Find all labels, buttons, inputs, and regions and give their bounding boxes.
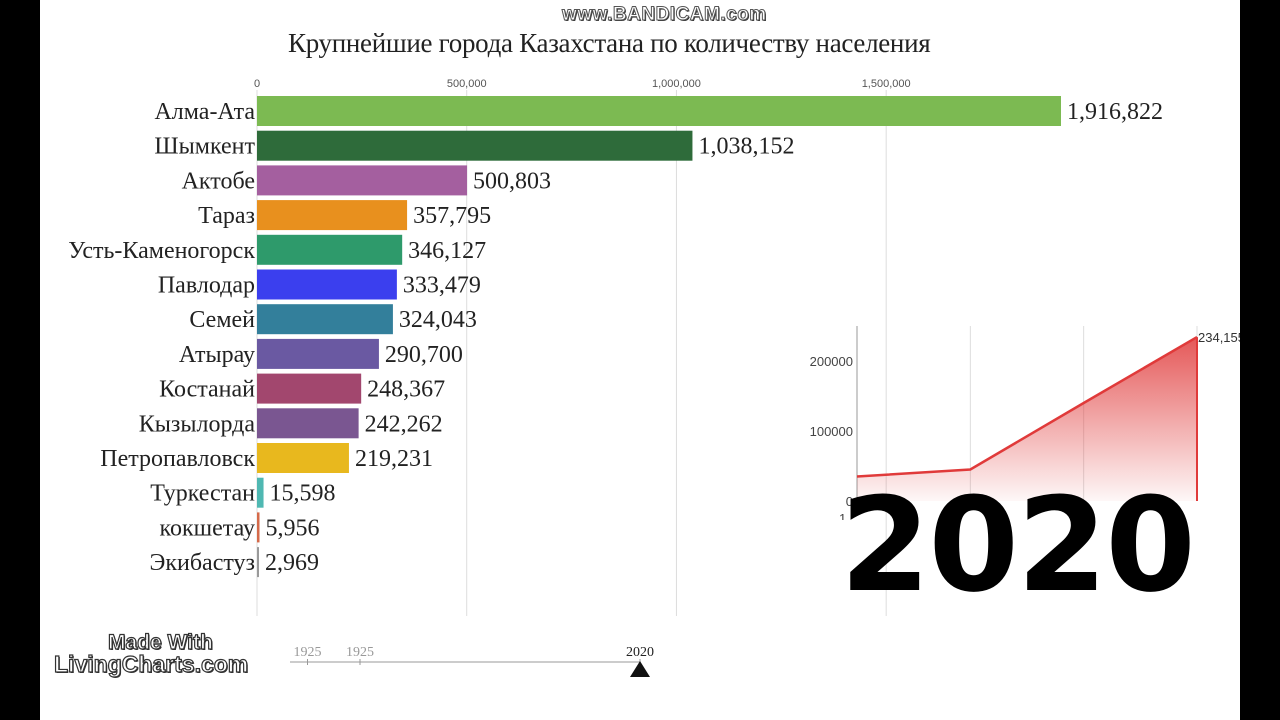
mini-last-value-label: 234,155.0 bbox=[1198, 330, 1240, 345]
bar-value-label: 242,262 bbox=[365, 411, 443, 437]
current-year-label: 2020 bbox=[840, 469, 1196, 621]
x-tick-label: 500,000 bbox=[447, 78, 487, 90]
bandicam-watermark: www.BANDICAM.com bbox=[562, 4, 767, 26]
bar-category-label: Алма-Ата bbox=[154, 99, 255, 125]
bar bbox=[257, 477, 264, 508]
bar bbox=[257, 130, 693, 161]
mini-y-tick-label: 200000 bbox=[810, 354, 853, 369]
mini-area-line bbox=[856, 336, 1198, 478]
bar-value-label: 290,700 bbox=[385, 342, 463, 368]
livingcharts-branding: Made With LivingCharts.com bbox=[53, 631, 294, 677]
bar-value-label: 324,043 bbox=[399, 307, 477, 333]
bar bbox=[257, 338, 379, 369]
bar bbox=[257, 96, 1061, 126]
bar-value-label: 15,598 bbox=[270, 481, 336, 507]
bar-value-label: 248,367 bbox=[367, 377, 445, 403]
bar-category-label: Атырау bbox=[179, 342, 255, 368]
bar-category-label: Усть-Каменогорск bbox=[68, 238, 255, 264]
bar bbox=[257, 234, 403, 265]
x-tick-label: 0 bbox=[254, 78, 260, 90]
timeline-handle-icon[interactable] bbox=[630, 661, 650, 677]
bar bbox=[257, 547, 259, 578]
mini-area-fill bbox=[857, 337, 1197, 501]
bar-category-label: Актобе bbox=[182, 168, 255, 194]
x-tick-label: 1,000,000 bbox=[652, 78, 701, 90]
bar-value-label: 1,038,152 bbox=[698, 134, 794, 160]
x-tick-label: 1,500,000 bbox=[862, 78, 911, 90]
bar-value-label: 2,969 bbox=[265, 550, 319, 576]
bar bbox=[257, 512, 260, 543]
bar-category-label: Павлодар bbox=[158, 273, 255, 299]
timeline-year-label: 1925 bbox=[346, 645, 374, 660]
bar-value-label: 219,231 bbox=[355, 446, 433, 472]
bar-category-label: Кызылорда bbox=[139, 411, 256, 437]
chart-title: Крупнейшие города Казахстана по количест… bbox=[288, 28, 931, 58]
branding-line2: LivingCharts.com bbox=[53, 651, 249, 677]
timeline-year-label: 2020 bbox=[626, 645, 654, 660]
bar-category-label: Семей bbox=[189, 307, 255, 333]
bar-chart: 0 500,000 1,000,000 1,500,000 Алма-Ата 1,916… bbox=[68, 78, 1163, 616]
mini-y-tick-label: 0 bbox=[846, 494, 853, 509]
bar bbox=[257, 304, 393, 335]
branding-line1: Made With bbox=[107, 631, 213, 654]
bar-value-label: 333,479 bbox=[403, 273, 481, 299]
timeline-year-label: 1925 bbox=[294, 645, 322, 660]
chart-stage: Крупнейшие города Казахстана по количест… bbox=[40, 0, 1240, 720]
mini-y-tick-label: 100000 bbox=[810, 424, 853, 439]
bar-value-label: 5,956 bbox=[265, 515, 319, 541]
bar bbox=[257, 443, 349, 473]
bar-category-label: Шымкент bbox=[154, 134, 255, 160]
bar-category-label: Тараз bbox=[198, 203, 255, 229]
bar-category-label: Экибастуз bbox=[149, 550, 255, 576]
bar-category-label: Туркестан bbox=[150, 481, 255, 507]
bar-value-label: 500,803 bbox=[473, 168, 551, 194]
mini-x-tick-label: 1 bbox=[839, 511, 846, 520]
bar-value-label: 1,916,822 bbox=[1067, 99, 1163, 125]
bar bbox=[257, 200, 408, 231]
bar bbox=[257, 373, 362, 404]
bar-category-label: Костанай bbox=[159, 377, 255, 403]
bar-value-label: 346,127 bbox=[408, 238, 486, 264]
timeline-slider[interactable]: 1925 1925 2020 bbox=[280, 640, 700, 685]
bar bbox=[257, 269, 397, 300]
bar-category-label: кокшетау bbox=[160, 515, 255, 541]
bar bbox=[257, 408, 359, 439]
bar-category-label: Петропавловск bbox=[100, 446, 255, 472]
bar-value-label: 357,795 bbox=[413, 203, 491, 229]
bar bbox=[257, 165, 468, 196]
mini-area-chart: 0 100000 200000 1 234,155.0 bbox=[810, 326, 1240, 520]
